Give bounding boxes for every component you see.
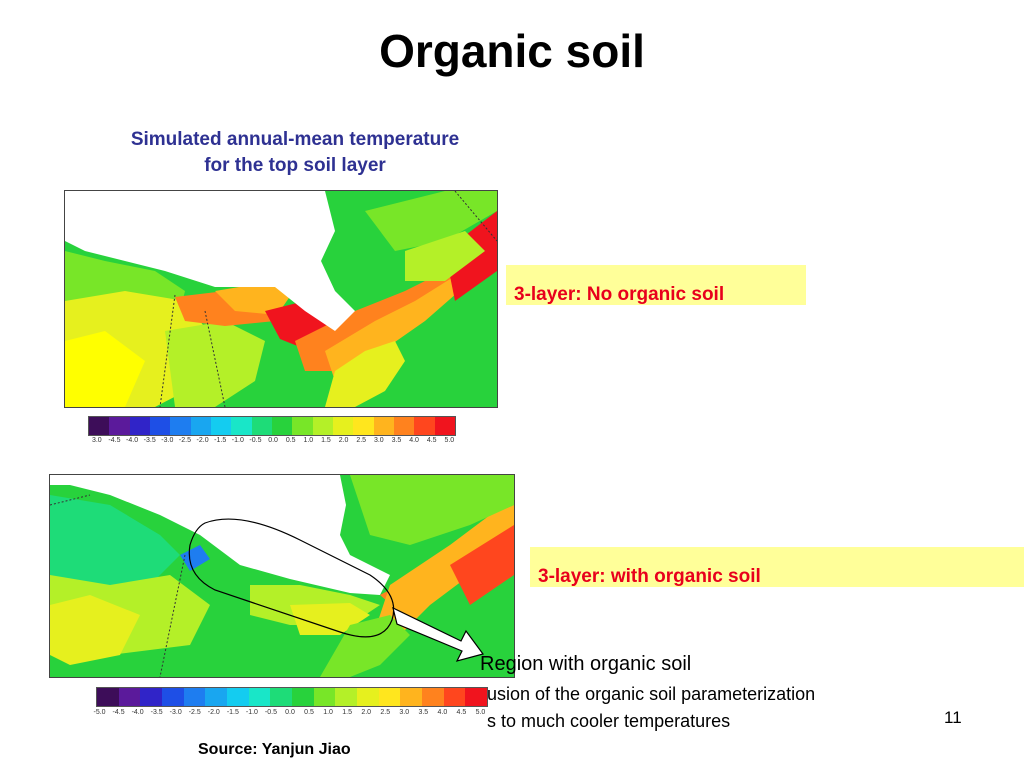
colorbar-tick-label: -2.0 xyxy=(207,709,220,716)
temperature-map-bottom xyxy=(50,475,514,677)
colorbar-tick-label: -0.5 xyxy=(264,709,277,716)
colorbar-tick-label: 0.0 xyxy=(285,709,295,716)
colorbar-tick-label: 1.0 xyxy=(303,437,314,444)
colorbar-bottom xyxy=(96,687,488,707)
colorbar-tick-label: 1.5 xyxy=(321,437,331,444)
subtitle-line-1: Simulated annual-mean temperature xyxy=(130,129,460,150)
colorbar-swatch xyxy=(118,688,141,706)
colorbar-swatch xyxy=(227,688,249,706)
colorbar-tick-label: 3.5 xyxy=(418,709,429,716)
colorbar-swatch xyxy=(129,417,150,435)
colorbar-tick-label: -3.5 xyxy=(143,437,156,444)
colorbar-swatch xyxy=(271,417,293,435)
colorbar-tick-label: 2.5 xyxy=(380,709,391,716)
colorbar-swatch xyxy=(190,417,211,435)
colorbar-swatch xyxy=(89,417,110,435)
colorbar-tick-label: -2.0 xyxy=(196,437,209,444)
colorbar-swatch xyxy=(422,688,444,706)
colorbar-tick-label: 2.5 xyxy=(356,437,367,444)
region-description-line-1: usion of the organic soil parameterizati… xyxy=(487,684,816,704)
temperature-map-top xyxy=(65,191,497,407)
colorbar-swatch xyxy=(434,417,455,435)
colorbar-tick-label: -4.5 xyxy=(108,437,121,444)
map-with-organic-soil xyxy=(49,474,515,678)
colorbar-tick-label: -3.0 xyxy=(169,709,182,716)
colorbar-tick-label: -1.0 xyxy=(245,709,258,716)
colorbar-tick-label: -2.5 xyxy=(178,437,191,444)
colorbar-swatch xyxy=(149,417,171,435)
colorbar-tick-label: -5.0 xyxy=(93,709,106,716)
colorbar-tick-label: -1.0 xyxy=(231,437,244,444)
colorbar-tick-label: -4.0 xyxy=(131,709,144,716)
colorbar-tick-label: -2.5 xyxy=(188,709,201,716)
colorbar-swatch xyxy=(170,417,191,435)
colorbar-swatch xyxy=(313,688,336,706)
map-subtitle: Simulated annual-mean temperature for th… xyxy=(90,127,500,179)
label-no-organic-soil: 3-layer: No organic soil xyxy=(506,265,806,305)
colorbar-swatch xyxy=(332,417,354,435)
colorbar-swatch xyxy=(183,688,206,706)
colorbar-tick-label: 2.0 xyxy=(338,437,349,444)
colorbar-swatch xyxy=(373,417,394,435)
colorbar-swatch xyxy=(270,688,293,706)
colorbar-swatch xyxy=(231,417,252,435)
colorbar-tick-label: 0.5 xyxy=(304,709,314,716)
colorbar-tick-label: 4.0 xyxy=(437,709,448,716)
colorbar-swatch xyxy=(335,688,358,706)
colorbar-tick-label: 4.5 xyxy=(456,709,467,716)
colorbar-tick-label: 1.0 xyxy=(323,709,333,716)
region-description-line-2: s to much cooler temperatures xyxy=(487,711,731,731)
subtitle-line-2: for the top soil layer xyxy=(204,155,386,176)
page-number: 11 xyxy=(944,708,962,727)
colorbar-tick-label: 3.0 xyxy=(91,437,102,444)
colorbar-tick-label: 3.5 xyxy=(391,437,402,444)
colorbar-tick-label: 5.0 xyxy=(444,437,455,444)
colorbar-tick-label: 1.5 xyxy=(342,709,352,716)
colorbar-tick-label: 3.0 xyxy=(373,437,384,444)
colorbar-top-ticks: 3.0 -4.5 -4.0 -3.5 -3.0 -2.5 -2.0 -1.5 -1.0 -0.5 0… xyxy=(88,437,458,444)
colorbar-tick-label: 3.0 xyxy=(399,709,410,716)
colorbar-swatch xyxy=(251,417,272,435)
colorbar-tick-label: 0.0 xyxy=(268,437,278,444)
colorbar-tick-label: 2.0 xyxy=(361,709,372,716)
colorbar-swatch xyxy=(109,417,130,435)
colorbar-tick-label: -0.5 xyxy=(249,437,262,444)
colorbar-tick-label: -1.5 xyxy=(214,437,227,444)
colorbar-tick-label: 0.5 xyxy=(285,437,296,444)
colorbar-swatch xyxy=(140,688,163,706)
label-with-organic-soil: 3-layer: with organic soil xyxy=(530,547,1024,587)
colorbar-tick-label: -3.5 xyxy=(150,709,163,716)
region-title: Region with organic soil xyxy=(480,653,692,675)
colorbar-tick-label: 4.5 xyxy=(426,437,437,444)
map-no-organic-soil xyxy=(64,190,498,408)
source-credit: Source: Yanjun Jiao xyxy=(198,741,351,758)
colorbar-swatch xyxy=(378,688,401,706)
colorbar-swatch xyxy=(97,688,119,706)
colorbar-swatch xyxy=(414,417,435,435)
colorbar-swatch xyxy=(393,417,415,435)
colorbar-tick-label: -4.0 xyxy=(126,437,139,444)
slide-title: Organic soil xyxy=(379,25,645,77)
colorbar-tick-label: -4.5 xyxy=(112,709,125,716)
colorbar-swatch xyxy=(292,688,314,706)
colorbar-swatch xyxy=(357,688,379,706)
colorbar-top xyxy=(88,416,456,436)
colorbar-swatch xyxy=(465,688,488,706)
colorbar-swatch xyxy=(353,417,374,435)
colorbar-tick-label: 4.0 xyxy=(409,437,419,444)
colorbar-tick-label: -1.5 xyxy=(226,709,239,716)
colorbar-tick-label: -3.0 xyxy=(161,437,174,444)
colorbar-swatch xyxy=(248,688,271,706)
colorbar-swatch xyxy=(210,417,232,435)
colorbar-swatch xyxy=(292,417,313,435)
colorbar-swatch xyxy=(162,688,184,706)
colorbar-swatch xyxy=(443,688,466,706)
colorbar-tick-label: 5.0 xyxy=(475,709,486,716)
colorbar-swatch xyxy=(205,688,228,706)
colorbar-swatch xyxy=(400,688,423,706)
colorbar-swatch xyxy=(312,417,333,435)
colorbar-bottom-ticks: -5.0 -4.5 -4.0 -3.5 -3.0 -2.5 -2.0 -1.5 -1.0 -0.5… xyxy=(90,709,490,716)
